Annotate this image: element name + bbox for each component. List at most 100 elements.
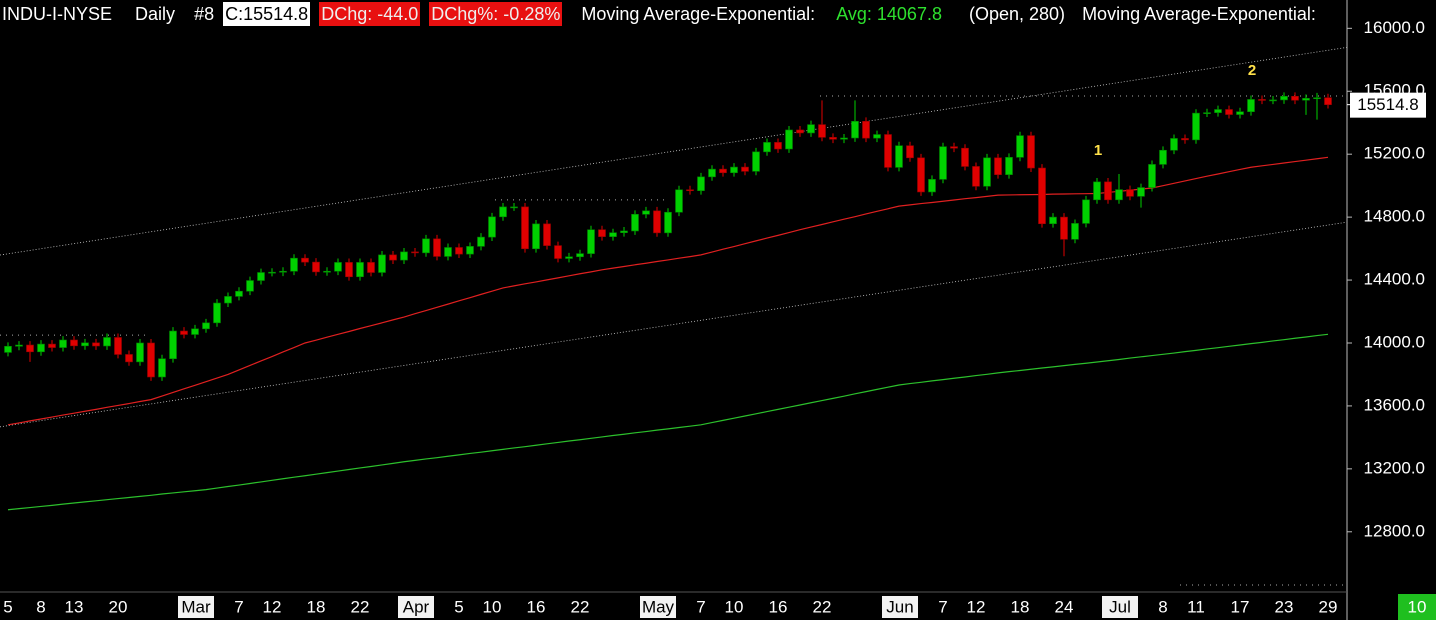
candle-body (114, 337, 122, 355)
candle-body (37, 343, 45, 353)
candle (136, 339, 144, 366)
symbol: INDU-I-NYSE (2, 4, 113, 24)
candle-body (1203, 112, 1211, 114)
candle (1203, 108, 1211, 118)
candle (1236, 107, 1244, 119)
candle-body (1071, 223, 1079, 240)
candle-body (565, 256, 573, 259)
candle-body (378, 254, 386, 273)
candle-body (422, 238, 430, 254)
x-tick-label: Jul (1109, 597, 1131, 616)
candle-body (136, 342, 144, 363)
candle-body (81, 342, 89, 347)
candle (818, 100, 826, 142)
candle-body (950, 146, 958, 149)
candle-body (521, 206, 529, 250)
candle (653, 206, 661, 237)
candle (235, 287, 243, 301)
candle-body (884, 134, 892, 168)
candle-body (191, 328, 199, 335)
candle-body (1247, 99, 1255, 113)
candle-body (620, 230, 628, 233)
candle-body (1115, 189, 1123, 201)
candle (895, 141, 903, 172)
candle (1148, 160, 1156, 192)
candle (48, 340, 56, 352)
x-tick-label: 8 (36, 597, 45, 616)
candle (950, 142, 958, 153)
candle-body (1170, 138, 1178, 151)
candle (686, 185, 694, 195)
candle (928, 175, 936, 196)
candle (191, 324, 199, 339)
candle (532, 219, 540, 253)
candle-body (851, 121, 859, 139)
candle (576, 249, 584, 261)
candle-body (1258, 99, 1266, 101)
candle (1137, 183, 1145, 208)
candle (1126, 185, 1134, 201)
annotation: 2 (1248, 62, 1256, 79)
candle-body (169, 330, 177, 360)
candle (752, 147, 760, 176)
y-tick-label: 13200.0 (1364, 458, 1425, 477)
candle-body (499, 206, 507, 218)
candle-body (532, 223, 540, 250)
candle-body (1060, 216, 1068, 240)
candle (1258, 95, 1266, 105)
candle-body (268, 271, 276, 274)
candle (1005, 153, 1013, 179)
x-tick-label: 8 (1158, 597, 1167, 616)
candle (114, 333, 122, 359)
x-tick-label: Jun (886, 597, 913, 616)
chart-number: #8 (194, 4, 215, 24)
candle (587, 225, 595, 258)
candle (246, 276, 254, 296)
candle (224, 292, 232, 307)
candle (1060, 213, 1068, 257)
candle (774, 138, 782, 153)
month-box (398, 596, 434, 618)
change-label: DChg: -44.0 (319, 2, 421, 26)
candle (1324, 93, 1332, 109)
candle (334, 258, 342, 276)
candle (1170, 134, 1178, 155)
candle-body (389, 254, 397, 261)
candle-body (1192, 112, 1200, 141)
candle (939, 142, 947, 184)
y-tick-label: 15200.0 (1364, 144, 1425, 163)
candle-body (1159, 149, 1167, 165)
x-tick-label: 7 (234, 597, 243, 616)
candle-body (752, 151, 760, 172)
corner-label: 10 (1408, 597, 1427, 616)
candle (1181, 134, 1189, 144)
candle (180, 327, 188, 339)
candle (158, 354, 166, 381)
candle-body (719, 168, 727, 174)
candle (92, 338, 100, 350)
candle-body (180, 330, 188, 335)
candle-body (807, 124, 815, 134)
candle (1247, 95, 1255, 116)
candle (1049, 213, 1057, 228)
x-tick-label: 10 (483, 597, 502, 616)
candle (741, 163, 749, 176)
candle (642, 206, 650, 219)
price-label: 15514.8 (1357, 95, 1418, 114)
candle-body (972, 166, 980, 187)
candle (268, 268, 276, 277)
x-tick-label: 20 (109, 597, 128, 616)
candle-body (70, 339, 78, 347)
candle-body (642, 210, 650, 215)
candle (257, 268, 265, 285)
x-tick-label: 10 (725, 597, 744, 616)
candle-body (323, 270, 331, 273)
candle-body (1225, 109, 1233, 115)
candle (323, 267, 331, 276)
candle-body (1269, 99, 1277, 102)
candle (1302, 94, 1310, 115)
candle (400, 247, 408, 265)
candle (345, 258, 353, 281)
